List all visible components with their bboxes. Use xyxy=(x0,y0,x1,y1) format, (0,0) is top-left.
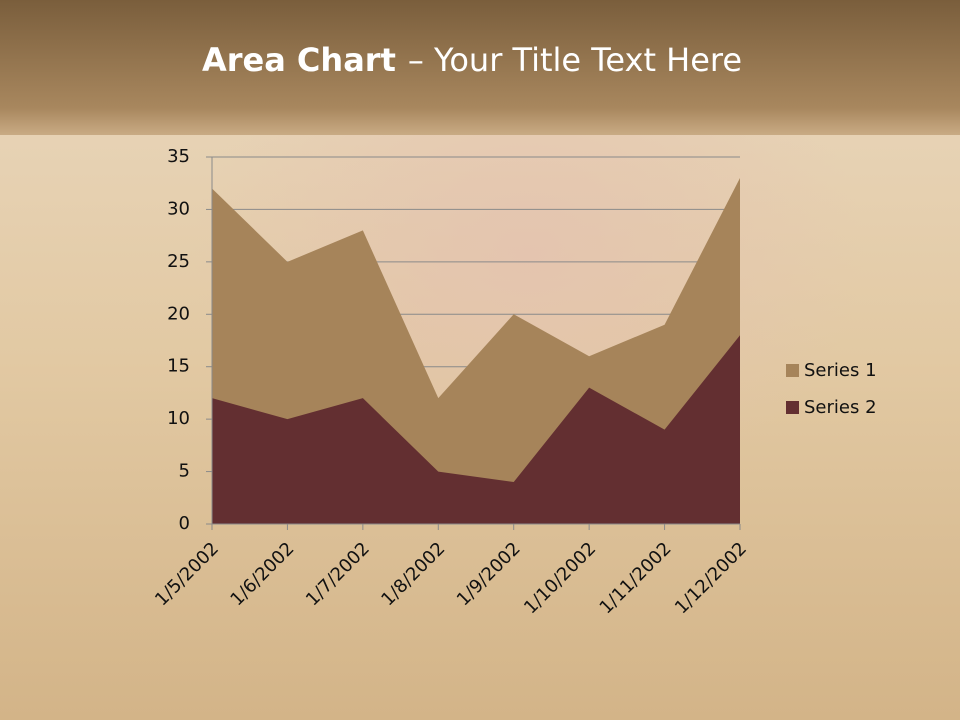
y-tick-label: 20 xyxy=(167,303,190,324)
legend-swatch xyxy=(786,401,799,414)
legend-label: Series 2 xyxy=(804,397,877,418)
y-tick-label: 30 xyxy=(167,198,190,219)
y-tick-label: 5 xyxy=(179,461,190,482)
y-tick-label: 15 xyxy=(167,356,190,377)
legend-label: Series 1 xyxy=(804,360,877,381)
slide-title: Area Chart – Your Title Text Here xyxy=(202,41,742,79)
y-tick-label: 35 xyxy=(167,146,190,167)
y-tick-label: 10 xyxy=(167,408,190,429)
header-band xyxy=(0,0,960,135)
legend-swatch xyxy=(786,364,799,377)
area xyxy=(212,335,740,524)
y-tick-label: 25 xyxy=(167,251,190,272)
title-bold: Area Chart xyxy=(202,41,396,79)
y-tick-label: 0 xyxy=(179,513,190,534)
title-rest: – Your Title Text Here xyxy=(408,41,742,79)
